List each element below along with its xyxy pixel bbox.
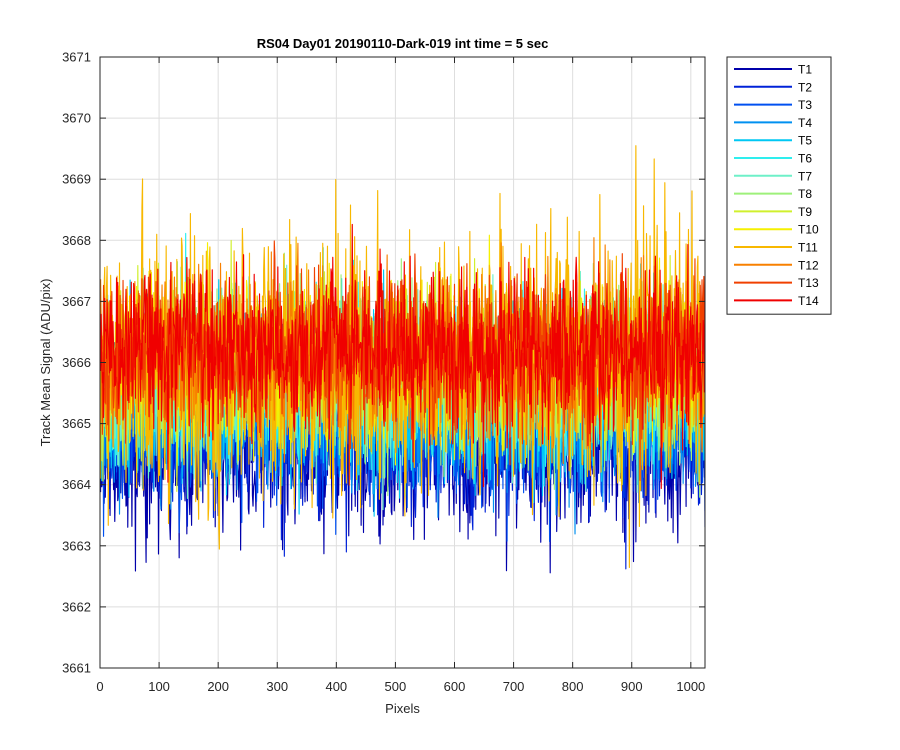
legend-label: T10 xyxy=(798,223,819,237)
axis-ticks: 0 100 200 300 400 500 600 700 800 900 1000 3661 3662… xyxy=(62,50,705,695)
legend-label: T11 xyxy=(798,241,818,255)
legend-label: T3 xyxy=(798,98,812,112)
chart-title: RS04 Day01 20190110-Dark-019 int time = … xyxy=(257,36,549,51)
legend-label: T7 xyxy=(798,169,812,183)
y-tick-label: 3665 xyxy=(62,416,91,431)
x-tick-label: 400 xyxy=(325,679,347,694)
y-tick-label: 3661 xyxy=(62,661,91,676)
legend-label: T5 xyxy=(798,134,812,148)
y-tick-label: 3667 xyxy=(62,294,91,309)
y-tick-label: 3663 xyxy=(62,538,91,553)
legend-label: T8 xyxy=(798,187,812,201)
x-tick-label: 300 xyxy=(266,679,288,694)
legend-label: T9 xyxy=(798,205,812,219)
y-axis-label: Track Mean Signal (ADU/pix) xyxy=(38,279,53,447)
legend-box xyxy=(726,56,832,315)
x-tick-label: 900 xyxy=(621,679,643,694)
x-tick-label: 1000 xyxy=(676,679,705,694)
legend: T1 T2 T3 T4 T5 T6 T7 T8 T9 T10 T11 T12 T13 T14 xyxy=(726,56,832,315)
x-tick-label: 500 xyxy=(385,679,407,694)
plot-area xyxy=(100,145,705,574)
y-tick-label: 3671 xyxy=(62,50,91,65)
y-tick-label: 3669 xyxy=(62,172,91,187)
y-tick-label: 3664 xyxy=(62,477,91,492)
legend-label: T14 xyxy=(798,294,819,308)
legend-label: T12 xyxy=(798,258,819,272)
legend-label: T13 xyxy=(798,276,819,290)
legend-label: T6 xyxy=(798,152,812,166)
legend-label: T2 xyxy=(798,80,812,94)
y-tick-label: 3666 xyxy=(62,355,91,370)
y-tick-label: 3670 xyxy=(62,111,91,126)
y-tick-label: 3662 xyxy=(62,599,91,614)
x-tick-label: 800 xyxy=(562,679,584,694)
legend-label: T1 xyxy=(798,63,812,77)
series-lines xyxy=(100,145,705,574)
legend-label: T4 xyxy=(798,116,812,130)
x-tick-label: 0 xyxy=(96,679,103,694)
x-tick-label: 200 xyxy=(207,679,229,694)
x-tick-label: 600 xyxy=(444,679,466,694)
y-tick-label: 3668 xyxy=(62,233,91,248)
x-tick-label: 700 xyxy=(503,679,525,694)
x-tick-label: 100 xyxy=(148,679,170,694)
series-line-t13 xyxy=(100,240,705,486)
series-line-t14 xyxy=(100,223,705,490)
x-axis-label: Pixels xyxy=(385,701,420,716)
